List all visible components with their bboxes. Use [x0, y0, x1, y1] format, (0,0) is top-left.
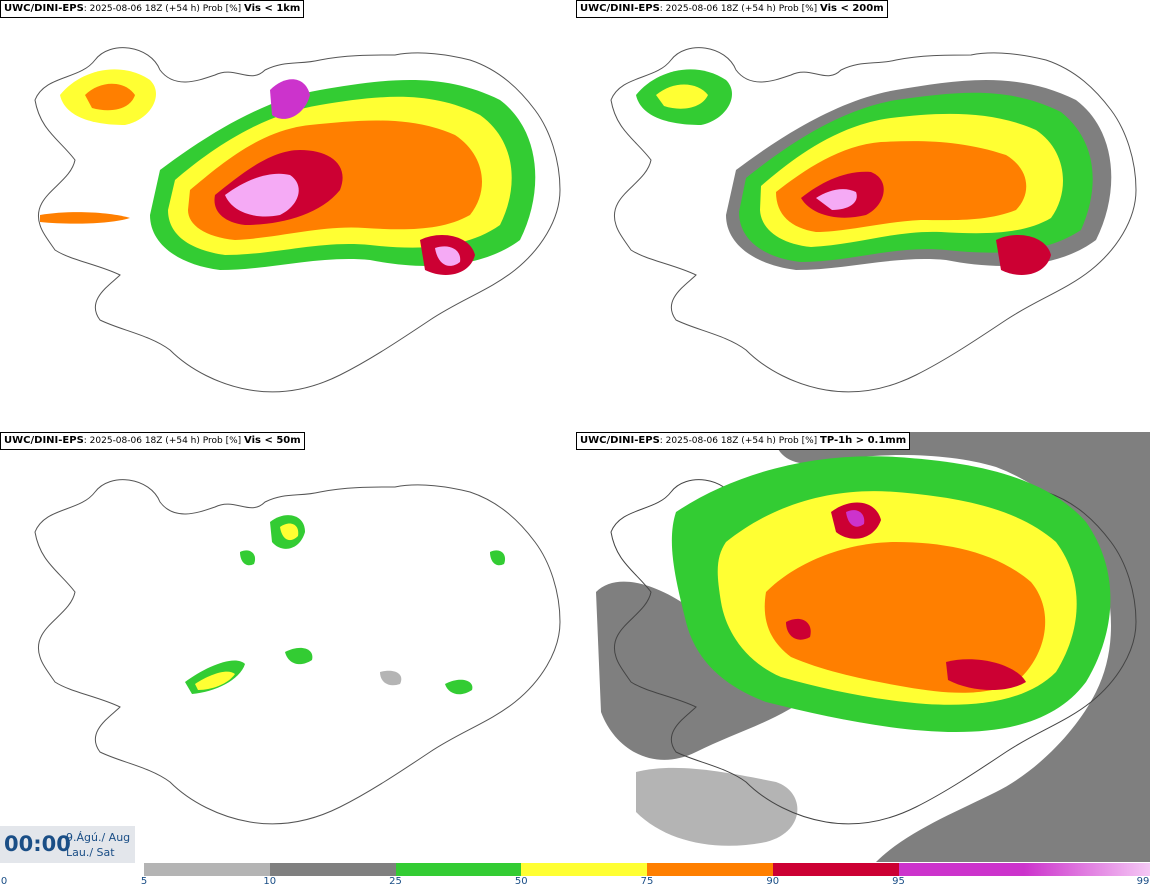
iceland-probability-map — [34, 47, 561, 393]
colorbar — [144, 863, 1150, 876]
colorbar-tick-label: 90 — [766, 876, 780, 887]
map-panel-tp-1h: UWC/DINI-EPS: 2025-08-06 18Z (+54 h) Pro… — [576, 432, 1150, 862]
colorbar-segment — [395, 863, 522, 876]
colorbar-segment — [898, 863, 1025, 876]
panel-title: UWC/DINI-EPS: 2025-08-06 18Z (+54 h) Pro… — [576, 0, 888, 18]
colorbar-segment — [1024, 863, 1150, 876]
colorbar-segment — [647, 863, 773, 876]
map-panel-vis-50m: UWC/DINI-EPS: 2025-08-06 18Z (+54 h) Pro… — [0, 432, 574, 862]
iceland-probability-map — [34, 479, 561, 825]
probability-contours — [40, 69, 536, 275]
map-panel-vis-200m: UWC/DINI-EPS: 2025-08-06 18Z (+54 h) Pro… — [576, 0, 1150, 430]
colorbar-segment — [772, 863, 899, 876]
colorbar-segment — [269, 863, 396, 876]
colorbar-tick-label: 25 — [389, 876, 402, 887]
iceland-probability-map — [610, 47, 1137, 393]
valid-time-box: 00:00 9.Ágú./ Aug Lau./ Sat — [0, 826, 135, 863]
colorbar-tick-label: 95 — [892, 876, 905, 887]
colorbar-segment — [144, 863, 270, 876]
valid-time: 00:00 — [4, 832, 71, 856]
colorbar-tick-label: 0 — [0, 876, 8, 887]
colorbar-tick-label: 99 — [1136, 876, 1150, 887]
panel-title: UWC/DINI-EPS: 2025-08-06 18Z (+54 h) Pro… — [0, 432, 305, 450]
map-panel-vis-1km: UWC/DINI-EPS: 2025-08-06 18Z (+54 h) Pro… — [0, 0, 574, 430]
colorbar-tick-label: 50 — [514, 876, 528, 887]
valid-weekday: Lau./ Sat — [66, 846, 115, 859]
colorbar-tick-label: 10 — [263, 876, 277, 887]
panel-title: UWC/DINI-EPS: 2025-08-06 18Z (+54 h) Pro… — [0, 0, 305, 18]
probability-contours — [636, 69, 1112, 275]
probability-contours — [671, 456, 1111, 732]
valid-date: 9.Ágú./ Aug — [66, 831, 131, 844]
iceland-probability-map — [596, 432, 1150, 862]
probability-contours — [185, 515, 506, 695]
colorbar-ticks: 0 5 10 25 50 75 90 95 99 — [0, 876, 1150, 891]
colorbar-tick-label: 5 — [140, 876, 148, 887]
colorbar-segment — [521, 863, 647, 876]
colorbar-tick-label: 75 — [640, 876, 654, 887]
panel-title: UWC/DINI-EPS: 2025-08-06 18Z (+54 h) Pro… — [576, 432, 911, 450]
